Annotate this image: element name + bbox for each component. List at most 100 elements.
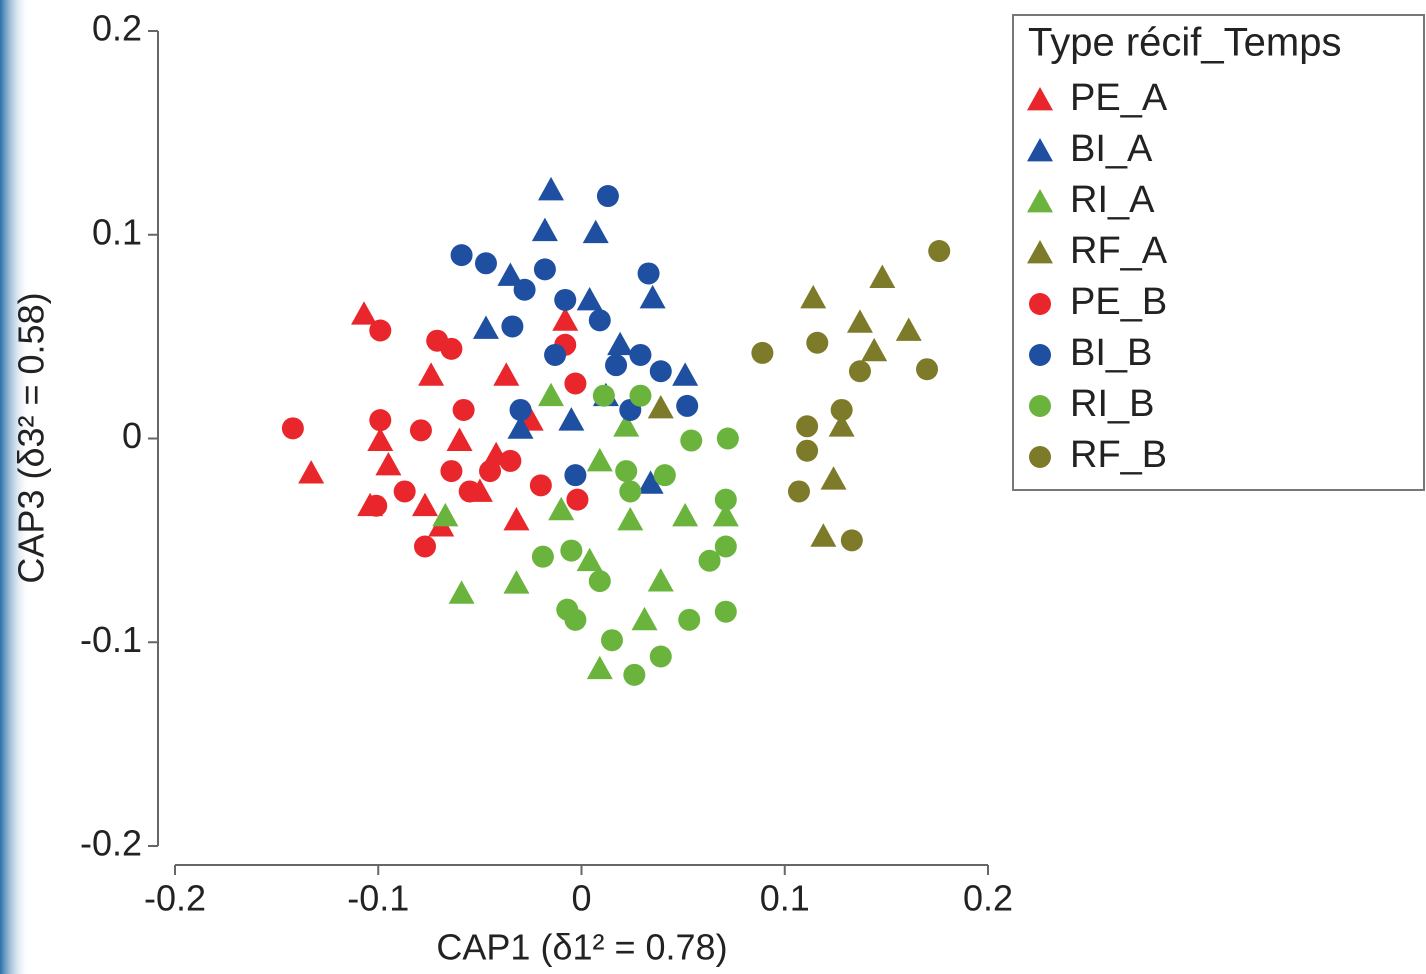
point: [369, 409, 392, 432]
y-axis-label: CAP3 (δ3² = 0.58): [11, 292, 52, 583]
point: [586, 655, 613, 680]
point: [582, 219, 609, 244]
legend-marker: [1029, 395, 1051, 417]
point: [806, 331, 829, 354]
point: [474, 252, 497, 275]
point: [531, 217, 558, 242]
point: [629, 343, 652, 366]
point: [531, 545, 554, 568]
point: [716, 427, 739, 450]
point: [501, 315, 524, 338]
point: [554, 288, 577, 311]
point: [509, 398, 532, 421]
point: [712, 502, 739, 527]
point: [916, 358, 939, 381]
point: [298, 460, 325, 484]
point: [564, 372, 587, 395]
legend-label: RI_B: [1070, 383, 1154, 425]
point: [600, 629, 623, 652]
point: [446, 427, 473, 451]
point: [796, 415, 819, 438]
legend-label: BI_B: [1070, 332, 1152, 374]
point: [493, 362, 520, 386]
point: [647, 568, 674, 592]
point: [411, 492, 438, 517]
point: [432, 502, 459, 527]
legend-marker: [1027, 87, 1053, 111]
point: [281, 417, 304, 440]
x-axis-label: CAP1 (δ1² = 0.78): [436, 927, 727, 968]
point: [365, 494, 388, 517]
legend-label: RF_B: [1070, 434, 1167, 476]
point: [840, 529, 863, 552]
point: [586, 447, 613, 472]
point: [351, 301, 378, 325]
point: [751, 341, 774, 364]
point: [588, 570, 611, 593]
point: [440, 460, 463, 483]
point: [869, 264, 896, 288]
point: [556, 598, 579, 621]
point: [639, 284, 666, 309]
point: [637, 470, 664, 494]
point: [497, 262, 524, 286]
x-tick-label: 0: [571, 878, 591, 919]
point: [472, 315, 499, 339]
point: [820, 466, 847, 490]
point: [533, 258, 556, 281]
point: [787, 480, 810, 503]
point: [928, 240, 951, 263]
y-tick-label: 0: [122, 415, 142, 456]
point: [637, 262, 660, 285]
point: [623, 663, 646, 686]
legend-label: BI_A: [1070, 128, 1153, 170]
legend-box: [1012, 14, 1425, 491]
legend-label: PE_B: [1070, 281, 1167, 323]
x-tick-label: -0.1: [347, 878, 409, 919]
point: [698, 549, 721, 572]
point: [800, 284, 827, 309]
legend-marker: [1027, 240, 1053, 264]
point: [458, 480, 481, 503]
point: [558, 407, 585, 431]
point: [564, 464, 587, 487]
point: [605, 354, 628, 377]
point: [653, 464, 676, 487]
x-tick-label: -0.2: [144, 878, 206, 919]
y-tick-label: -0.1: [80, 619, 142, 660]
point: [450, 244, 473, 267]
point: [649, 360, 672, 383]
point: [560, 539, 583, 562]
point: [503, 570, 530, 594]
legend-marker: [1027, 138, 1053, 162]
point: [619, 480, 642, 503]
point: [576, 547, 603, 572]
x-tick-label: 0.1: [760, 878, 810, 919]
y-tick-label: 0.1: [92, 211, 142, 252]
point: [846, 309, 873, 333]
point: [375, 451, 402, 476]
point: [810, 523, 837, 547]
background-edge: [0, 0, 30, 974]
legend-marker: [1029, 344, 1051, 366]
point: [503, 507, 530, 531]
point: [680, 429, 703, 452]
point: [544, 343, 567, 366]
point: [714, 600, 737, 623]
point: [548, 496, 575, 521]
point: [796, 439, 819, 462]
point: [576, 286, 603, 311]
point: [607, 331, 634, 356]
point: [418, 362, 445, 386]
legend-label: RI_A: [1070, 179, 1155, 221]
point: [647, 394, 674, 419]
point: [678, 608, 701, 631]
point: [631, 606, 658, 631]
legend-label: RF_A: [1070, 230, 1168, 272]
legend-title: Type récif_Temps: [1028, 21, 1341, 65]
y-tick-label: 0.2: [92, 8, 142, 49]
point: [828, 413, 855, 437]
point: [672, 362, 699, 386]
point: [617, 507, 644, 531]
legend-marker: [1029, 446, 1051, 468]
